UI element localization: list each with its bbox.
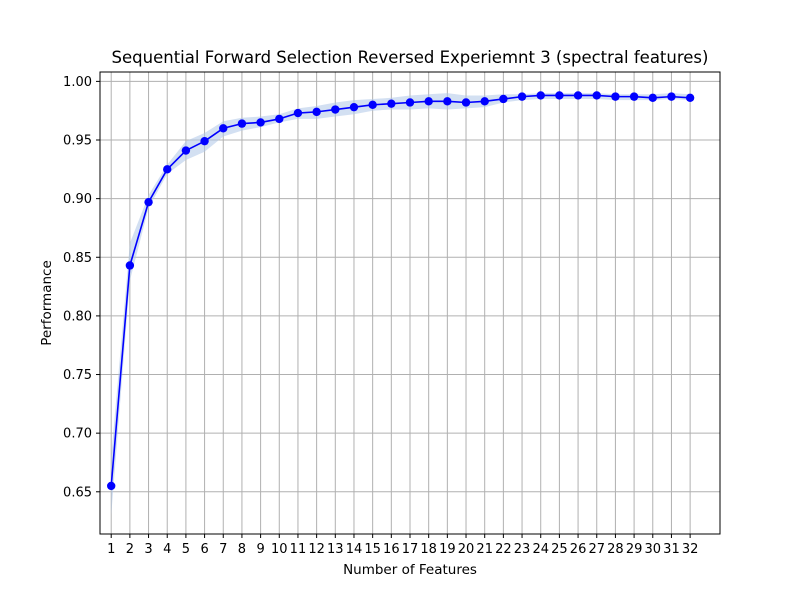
data-point xyxy=(667,92,676,101)
x-tick-label: 29 xyxy=(626,542,643,557)
data-point xyxy=(368,100,377,110)
data-points xyxy=(107,91,695,491)
data-point xyxy=(648,93,657,102)
x-tick-label: 12 xyxy=(308,542,325,557)
data-point xyxy=(480,97,489,106)
x-tick-label: 25 xyxy=(551,542,568,557)
x-tick-label: 2 xyxy=(126,542,134,557)
x-tick-label: 30 xyxy=(644,542,661,557)
data-point xyxy=(349,102,359,112)
x-tick-label: 18 xyxy=(420,542,437,557)
x-tick-label: 16 xyxy=(383,542,400,557)
data-point xyxy=(125,261,135,270)
x-tick-label: 31 xyxy=(663,542,680,557)
data-point xyxy=(517,92,527,101)
chart-title: Sequential Forward Selection Reversed Ex… xyxy=(112,48,709,67)
x-tick-label: 7 xyxy=(219,542,227,557)
y-tick-label: 1.00 xyxy=(63,75,92,90)
data-point xyxy=(163,165,172,174)
y-tick-label: 0.95 xyxy=(63,134,92,149)
data-point xyxy=(144,197,153,207)
x-tick-label: 20 xyxy=(458,542,475,557)
data-point xyxy=(200,136,209,146)
x-tick-label: 6 xyxy=(200,542,208,557)
data-point xyxy=(219,124,228,133)
data-point xyxy=(536,91,545,100)
x-tick-label: 5 xyxy=(182,542,190,557)
y-tick-label: 0.85 xyxy=(63,251,92,266)
x-tick-label: 1 xyxy=(107,542,115,557)
y-tick-label: 0.70 xyxy=(63,427,92,442)
x-axis-label: Number of Features xyxy=(343,562,477,578)
data-point xyxy=(237,119,247,128)
y-tick-label: 0.80 xyxy=(63,309,92,324)
data-point xyxy=(275,114,284,124)
x-tick-label: 15 xyxy=(364,542,381,557)
data-point xyxy=(181,146,191,155)
data-point xyxy=(443,97,452,106)
x-tick-label: 17 xyxy=(402,542,419,557)
x-tick-label: 19 xyxy=(439,542,456,557)
y-axis-ticks: 0.65 0.70 0.75 0.80 0.85 0.90 0.95 1.00 xyxy=(63,75,100,500)
x-tick-label: 22 xyxy=(495,542,512,557)
y-axis-label: Performance xyxy=(39,260,55,346)
y-tick-label: 0.65 xyxy=(63,485,92,500)
x-tick-label: 23 xyxy=(514,542,531,557)
data-point xyxy=(424,97,433,106)
x-tick-label: 11 xyxy=(290,542,307,557)
y-tick-label: 0.75 xyxy=(63,368,92,383)
data-point xyxy=(685,93,695,102)
x-tick-label: 9 xyxy=(256,542,264,557)
x-tick-label: 24 xyxy=(532,542,549,557)
x-tick-label: 4 xyxy=(163,542,171,557)
data-point xyxy=(461,98,471,107)
data-point xyxy=(107,481,116,491)
x-tick-label: 14 xyxy=(346,542,363,557)
x-tick-label: 13 xyxy=(327,542,344,557)
data-point xyxy=(293,108,303,118)
data-point xyxy=(555,91,564,100)
x-tick-label: 3 xyxy=(144,542,152,557)
x-tick-label: 26 xyxy=(570,542,587,557)
x-tick-label: 27 xyxy=(588,542,605,557)
data-point xyxy=(592,91,601,100)
x-axis-ticks: 1 2 3 4 5 6 7 8 9 10 11 12 13 14 15 16 17 18 19 20 21 22 23 24 2… xyxy=(107,534,698,557)
x-tick-label: 28 xyxy=(607,542,624,557)
data-point xyxy=(331,105,340,114)
data-point xyxy=(573,91,583,100)
y-tick-label: 0.90 xyxy=(63,192,92,207)
data-point xyxy=(499,94,508,104)
x-tick-label: 32 xyxy=(682,542,699,557)
x-tick-label: 8 xyxy=(238,542,246,557)
x-tick-label: 21 xyxy=(476,542,493,557)
data-point xyxy=(387,99,396,108)
data-point xyxy=(629,92,639,101)
data-point xyxy=(405,98,415,107)
data-point xyxy=(312,107,321,117)
data-point xyxy=(256,118,265,127)
data-point xyxy=(611,92,620,101)
x-tick-label: 10 xyxy=(271,542,288,557)
